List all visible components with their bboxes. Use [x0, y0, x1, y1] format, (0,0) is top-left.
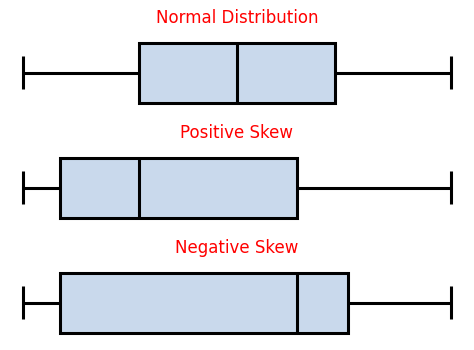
Text: Normal Distribution: Normal Distribution	[156, 9, 318, 27]
Bar	[139, 43, 335, 103]
Bar	[61, 158, 297, 218]
Text: Negative Skew: Negative Skew	[175, 239, 299, 257]
Text: Positive Skew: Positive Skew	[181, 124, 293, 142]
Bar	[61, 273, 348, 333]
